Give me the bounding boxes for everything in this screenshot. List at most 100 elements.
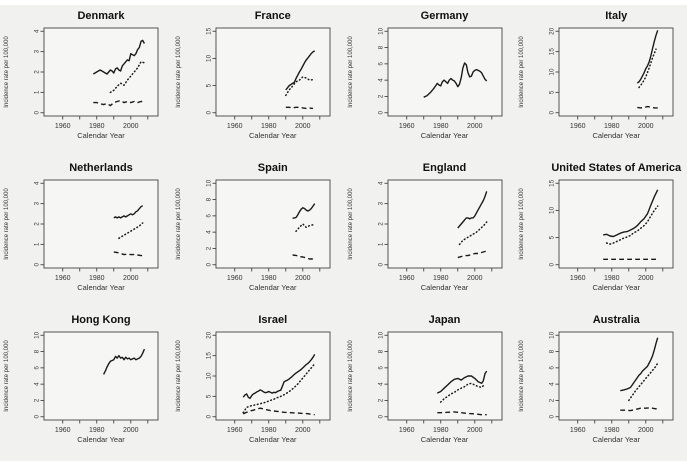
chart-title: England <box>422 162 467 174</box>
x-tick-label: 1980 <box>89 275 105 282</box>
y-tick-label: 0 <box>377 263 384 267</box>
x-tick-label: 2000 <box>466 123 482 130</box>
y-tick-label: 1 <box>377 242 384 246</box>
series-dashed-line <box>93 99 145 107</box>
series-dotted-line <box>638 48 657 89</box>
x-tick-label: 1980 <box>432 275 448 282</box>
x-tick-label: 1960 <box>227 427 243 434</box>
y-tick-label: 0 <box>377 415 384 419</box>
y-axis-label: Incidence rate per 100,000 <box>176 188 182 260</box>
series-dashed-line <box>637 105 658 109</box>
y-tick-label: 2 <box>34 222 41 226</box>
y-tick-label: 8 <box>205 197 212 201</box>
chart-panel: Spain 0 2 4 6 8 10 1960 1980 2000 Incidence rate … <box>172 157 344 309</box>
chart-title: Netherlands <box>69 162 133 174</box>
x-tick-label: 1980 <box>261 275 277 282</box>
series-dotted-line <box>109 61 146 94</box>
series-dotted-line <box>295 223 314 233</box>
chart-title: France <box>254 10 291 22</box>
y-tick-label: 0 <box>549 111 556 115</box>
series-solid-line <box>102 348 146 375</box>
x-axis-label: Calendar Year <box>420 131 469 140</box>
y-tick-label: 4 <box>34 181 41 185</box>
chart-title: Germany <box>420 10 469 22</box>
y-tick-label: 15 <box>205 352 212 360</box>
chart-panel: France 0 5 10 15 1960 1980 2000 Incidence rate … <box>172 5 344 157</box>
x-tick-label: 1960 <box>55 427 71 434</box>
y-tick-label: 5 <box>205 83 212 87</box>
plot-area: 0 5 10 15 20 1960 1980 2000 Incidence rate per 1… <box>519 27 674 130</box>
y-tick-label: 10 <box>205 54 212 62</box>
y-axis-label: Incidence rate per 100,000 <box>348 188 354 260</box>
y-tick-label: 8 <box>549 349 556 353</box>
series-dotted-line <box>439 382 486 403</box>
plot-box <box>215 27 331 117</box>
x-tick-label: 1980 <box>261 123 277 130</box>
y-tick-label: 0 <box>205 415 212 419</box>
y-tick-label: 2 <box>34 70 41 74</box>
x-tick-label: 1980 <box>604 123 620 130</box>
series-dashed-line <box>292 254 315 261</box>
series-dotted-line <box>458 221 487 246</box>
y-tick-label: 5 <box>549 235 556 239</box>
x-axis-label: Calendar Year <box>77 283 125 292</box>
x-tick-label: 1980 <box>604 275 620 282</box>
x-axis-label: Calendar Year <box>248 283 297 292</box>
series-dashed-line <box>457 249 487 259</box>
series-solid-line <box>422 62 487 98</box>
x-tick-label: 2000 <box>123 123 139 130</box>
series-dashed-line <box>285 106 313 110</box>
x-tick-label: 2000 <box>295 427 311 434</box>
plot-box <box>43 27 159 117</box>
chart-title: Italy <box>605 10 628 22</box>
y-tick-label: 4 <box>34 382 41 386</box>
chart-panel: Japan 0 2 4 6 8 10 1960 1980 2000 Incidence rate … <box>344 309 516 461</box>
y-tick-label: 10 <box>377 331 384 339</box>
x-tick-label: 2000 <box>295 123 311 130</box>
chart-title: Japan <box>428 314 461 326</box>
x-tick-label: 1980 <box>604 427 620 434</box>
y-axis-label: Incidence rate per 100,000 <box>4 36 10 108</box>
y-tick-label: 20 <box>205 331 212 339</box>
x-tick-label: 1960 <box>398 275 414 282</box>
y-tick-label: 4 <box>377 181 384 185</box>
y-tick-label: 4 <box>34 29 41 33</box>
chart-panel: Australia 0 2 4 6 8 10 1960 1980 2000 Incidence r… <box>515 309 687 461</box>
y-tick-label: 0 <box>34 263 41 267</box>
series-solid-line <box>285 50 315 91</box>
x-tick-label: 1980 <box>432 123 448 130</box>
x-axis-label: Calendar Year <box>248 435 297 444</box>
y-tick-label: 3 <box>34 201 41 205</box>
x-tick-label: 1960 <box>570 123 586 130</box>
x-tick-label: 2000 <box>638 275 654 282</box>
series-solid-line <box>242 354 316 400</box>
series-solid-line <box>637 30 659 84</box>
y-axis-label: Incidence rate per 100,000 <box>519 340 525 412</box>
chart-panel: Denmark 0 1 2 3 4 1960 1980 2000 Incidence rate … <box>0 5 172 157</box>
x-tick-label: 2000 <box>638 123 654 130</box>
y-tick-label: 0 <box>205 263 212 267</box>
y-tick-label: 2 <box>34 398 41 402</box>
y-axis-label: Incidence rate per 100,000 <box>176 340 182 412</box>
chart-title: Israel <box>258 314 288 326</box>
plot-area: 0 2 4 6 8 10 1960 1980 2000 Incidence rate per 10… <box>176 179 331 282</box>
x-tick-label: 1980 <box>89 123 105 130</box>
series-solid-line <box>620 337 659 392</box>
x-tick-label: 2000 <box>123 275 139 282</box>
plot-area: 0 1 2 3 4 1960 1980 2000 Incidence rate per 100,… <box>348 179 502 282</box>
plot-area: 0 5 10 15 1960 1980 2000 Incidence rate per 100… <box>519 179 674 282</box>
y-tick-label: 15 <box>549 48 556 56</box>
y-tick-label: 5 <box>205 394 212 398</box>
y-tick-label: 5 <box>549 90 556 94</box>
y-tick-label: 1 <box>34 90 41 94</box>
plot-box <box>558 27 674 117</box>
series-solid-line <box>292 203 316 219</box>
y-tick-label: 10 <box>205 179 212 187</box>
plot-box <box>43 179 159 269</box>
series-dotted-line <box>242 363 316 414</box>
chart-panel: England 0 1 2 3 4 1960 1980 2000 Incidence rate … <box>344 157 516 309</box>
series-solid-line <box>92 39 146 75</box>
series-solid-line <box>436 370 487 394</box>
x-tick-label: 1960 <box>55 275 71 282</box>
series-solid-line <box>456 191 487 229</box>
